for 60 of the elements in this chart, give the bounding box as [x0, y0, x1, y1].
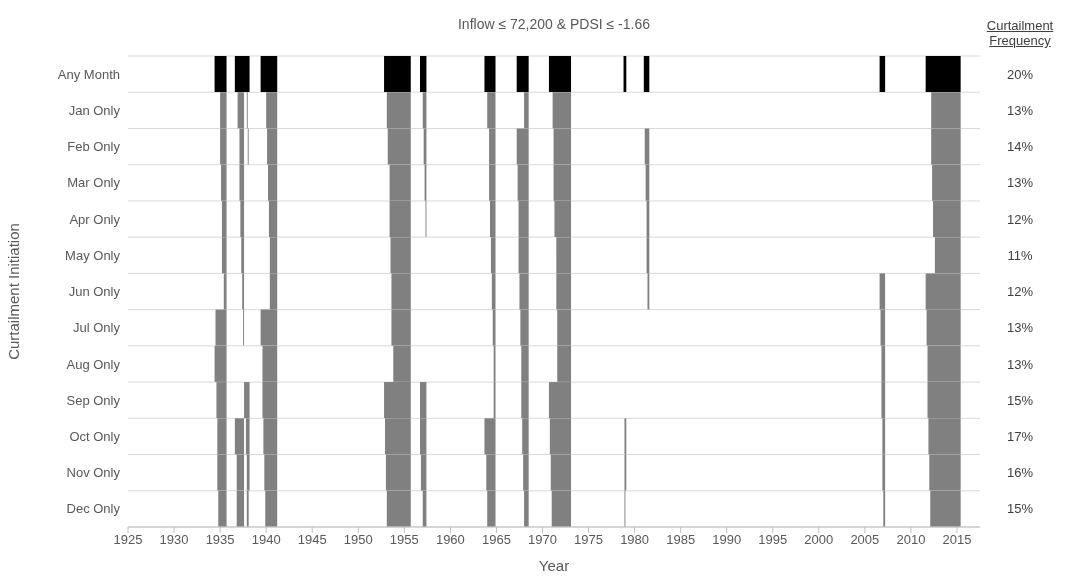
text: 14%: [1006, 139, 1034, 155]
y-tick-label: Aug Only: [66, 356, 121, 372]
y-tick-label: Feb Only: [67, 139, 121, 155]
y-tick-label: Jan Only: [68, 102, 121, 118]
y-tick-label: Oct Only: [69, 429, 121, 445]
text: 12%: [1006, 211, 1034, 227]
bar: [879, 56, 886, 92]
y2-axis-title: Curtailment Frequency: [985, 18, 1055, 48]
y-axis-title: Curtailment Initiation: [5, 223, 23, 360]
bar: [384, 56, 411, 92]
y-tick-label: Any Month: [57, 66, 120, 82]
x-tick-label: 2000: [804, 532, 834, 548]
bar: [548, 56, 572, 92]
bar: [925, 56, 961, 92]
x-tick-label: 2005: [850, 532, 880, 548]
text: 17%: [1006, 429, 1034, 445]
y-tick-label: Mar Only: [67, 175, 121, 191]
x-tick-label: 1935: [205, 532, 235, 548]
y-tick-label: Nov Only: [66, 465, 121, 481]
text: 16%: [1006, 465, 1034, 481]
x-tick-label: 1995: [758, 532, 788, 548]
y-tick-label: Dec Only: [66, 501, 121, 517]
text: 12%: [1006, 284, 1034, 300]
x-tick-label: 1925: [113, 532, 143, 548]
x-tick-label: 2015: [942, 532, 972, 548]
y-tick-label: Jul Only: [73, 320, 121, 336]
x-tick-label: 1940: [251, 532, 281, 548]
text: 13%: [1006, 102, 1034, 118]
x-tick-label: 1930: [159, 532, 189, 548]
x-tick-label: 1980: [620, 532, 650, 548]
bar: [419, 56, 427, 92]
text: 15%: [1006, 501, 1034, 517]
y-tick-label: Apr Only: [69, 211, 121, 227]
x-tick-label: 1950: [343, 532, 373, 548]
x-tick-label: 1965: [481, 532, 511, 548]
bar: [516, 56, 529, 92]
text: 13%: [1006, 175, 1034, 191]
x-tick-label: 1990: [712, 532, 742, 548]
text: 13%: [1006, 320, 1034, 336]
x-tick-label: 2010: [896, 532, 926, 548]
x-axis-title: Year: [538, 557, 570, 574]
y-tick-label: May Only: [65, 247, 121, 263]
bar: [643, 56, 650, 92]
x-tick-label: 1960: [435, 532, 465, 548]
x-tick-label: 1985: [666, 532, 696, 548]
text: 11%: [1007, 247, 1033, 263]
bar: [260, 56, 278, 92]
x-tick-label: 1975: [574, 532, 603, 548]
bar: [484, 56, 496, 92]
y-tick-label: Sep Only: [66, 392, 121, 408]
text: 20%: [1006, 66, 1034, 82]
chart-title: Inflow ≤ 72,200 & PDSI ≤ -1.66: [457, 16, 651, 32]
x-tick-label: 1945: [297, 532, 327, 548]
text: 13%: [1006, 356, 1034, 372]
text: 15%: [1006, 392, 1034, 408]
bar: [214, 56, 227, 92]
bar: [234, 56, 250, 92]
x-tick-label: 1955: [389, 532, 419, 548]
x-tick-label: 1970: [528, 532, 557, 548]
y-tick-label: Jun Only: [68, 284, 121, 300]
